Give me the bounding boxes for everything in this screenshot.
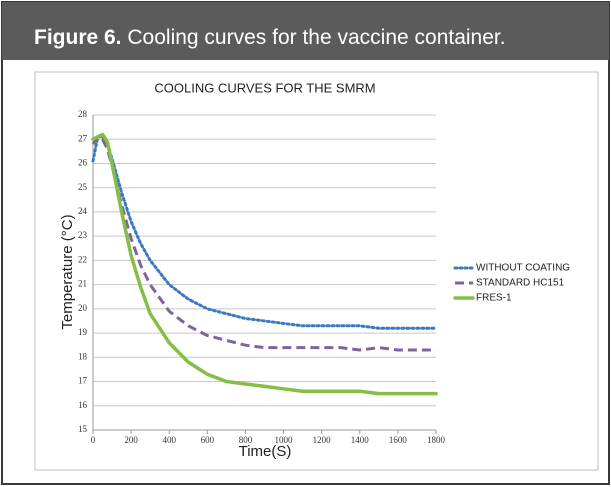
y-tick-label: 24	[78, 206, 88, 216]
y-tick-label: 22	[78, 254, 87, 264]
y-tick-label: 26	[78, 158, 88, 168]
chart-title: COOLING CURVES FOR THE SMRM	[154, 80, 375, 95]
y-tick-label: 19	[78, 327, 88, 337]
y-tick-label: 28	[78, 109, 88, 119]
data-line	[91, 132, 438, 396]
data-line	[91, 135, 436, 352]
y-tick-label: 18	[78, 351, 88, 361]
x-tick-label: 1800	[427, 435, 446, 445]
figure-caption-text: Cooling curves for the vaccine container…	[127, 26, 505, 49]
x-tick-label: 0	[91, 435, 96, 445]
x-axis-label: Time(S)	[239, 443, 292, 460]
x-tick-label: 600	[201, 435, 215, 445]
figure-caption: Figure 6. Cooling curves for the vaccine…	[34, 26, 506, 49]
y-tick-label: 15	[78, 424, 88, 434]
x-tick-label: 1000	[275, 435, 294, 445]
y-tick-label: 25	[78, 182, 88, 192]
x-tick-label: 200	[124, 435, 138, 445]
x-tick-label: 400	[162, 435, 176, 445]
y-tick-label: 27	[78, 133, 88, 143]
y-axis-label: Temperature (°C)	[59, 214, 76, 329]
legend-label: FRES-1	[476, 293, 512, 304]
figure-label: Figure 6.	[34, 26, 122, 49]
chart-box	[34, 71, 599, 471]
y-tick-label: 16	[78, 400, 88, 410]
x-tick-label: 800	[239, 435, 253, 445]
x-tick-label: 1400	[351, 435, 370, 445]
y-tick-label: 23	[78, 230, 88, 240]
y-tick-label: 20	[78, 303, 88, 313]
legend-label: STANDARD HC151	[476, 278, 565, 289]
figure-header	[2, 2, 609, 60]
legend-label: WITHOUT COATING	[476, 263, 570, 274]
y-tick-label: 17	[78, 376, 88, 386]
y-tick-label: 21	[78, 279, 87, 289]
x-tick-label: 1600	[389, 435, 408, 445]
x-tick-label: 1200	[313, 435, 332, 445]
